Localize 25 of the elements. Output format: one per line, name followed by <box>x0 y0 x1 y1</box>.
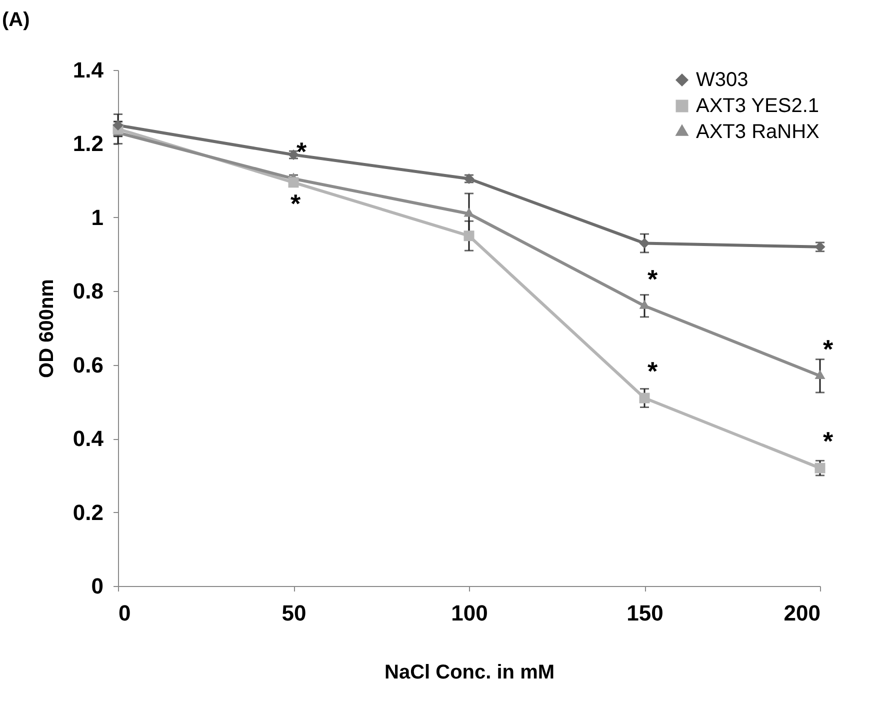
x-tick-label: 200 <box>784 600 820 626</box>
x-tick-label: 100 <box>451 600 488 626</box>
annotation: * <box>647 264 658 294</box>
y-tick-label: 0.6 <box>72 352 104 378</box>
annotation: * <box>296 136 308 167</box>
y-tick-label: 1.2 <box>72 131 104 156</box>
y-tick-label: 1 <box>91 204 104 230</box>
annotation: * <box>647 356 658 386</box>
y-tick-label: 0.2 <box>72 500 104 525</box>
annotation: * <box>822 426 834 456</box>
y-tick-label: 0.8 <box>72 278 104 304</box>
annotation: * <box>290 188 302 218</box>
legend-label: AXT3 RaNHX <box>696 121 820 143</box>
x-axis-title: NaCl Conc. in mM <box>384 662 555 684</box>
text: (A) <box>2 9 30 31</box>
legend-label: AXT3 YES2.1 <box>696 95 820 117</box>
legend-label: W303 <box>696 69 748 91</box>
x-tick-label: 0 <box>118 600 131 626</box>
x-tick-label: 50 <box>282 600 306 626</box>
x-tick-label: 150 <box>626 600 664 626</box>
y-axis-title: OD 600nm <box>36 279 58 378</box>
annotation: * <box>822 334 834 364</box>
y-tick-label: 0 <box>91 574 104 598</box>
y-tick-label: 0.4 <box>72 426 104 452</box>
y-tick-label: 1.4 <box>72 58 104 82</box>
